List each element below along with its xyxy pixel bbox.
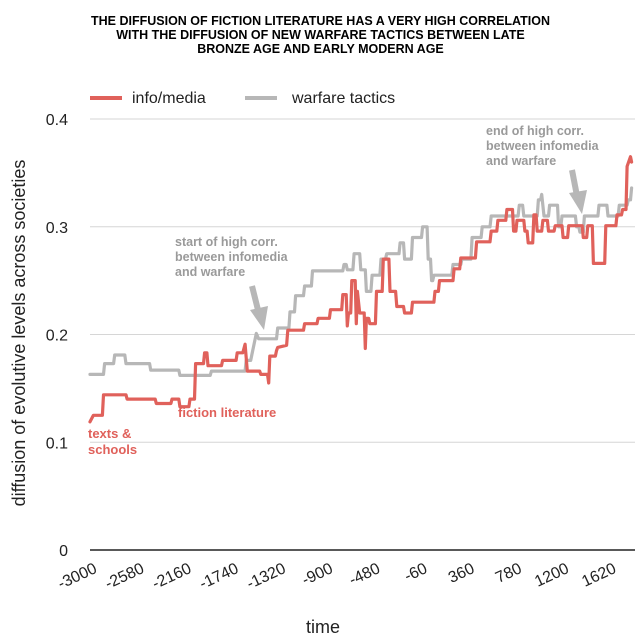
annotation-fiction-literature: fiction literature [178,405,276,420]
x-tick-label: 360 [446,560,477,587]
series-line-warfare-tactics [88,186,634,377]
chart-title-line-1: THE DIFFUSION OF FICTION LITERATURE HAS … [90,14,551,28]
x-tick-label: -1320 [244,560,288,593]
annotation-end-line-1: end of high corr. [486,124,584,138]
y-tick-labels: 0 0.1 0.2 0.3 0.4 [46,112,68,560]
y-tick-label: 0.2 [46,328,68,345]
y-tick-label: 0 [59,543,68,560]
x-tick-label: -3000 [55,560,99,593]
annotation-texts-line-2: schools [88,442,137,457]
legend-label-info-media: info/media [132,90,206,107]
y-tick-label: 0.1 [46,435,68,452]
annotation-start-line-1: start of high corr. [175,235,278,249]
x-tick-label: 1620 [579,560,619,590]
x-tick-label: 1200 [532,560,572,590]
x-tick-label: -2160 [150,560,194,593]
grid-lines [90,118,635,551]
x-tick-label: -2580 [103,560,147,593]
annotation-end-high-corr: end of high corr. between infomedia and … [486,124,600,214]
x-tick-labels: -3000 -2580 -2160 -1740 -1320 -900 -480 -60 360 7… [55,560,619,593]
annotation-end-arrow-shaft [569,169,580,197]
series-line-info-media [88,155,634,424]
annotation-start-arrow-head [250,306,268,330]
x-tick-label: -60 [402,560,430,585]
x-tick-label: -900 [299,560,335,589]
x-tick-label: -480 [347,560,383,589]
y-axis-label: diffusion of evolutive levels across soc… [9,160,29,507]
chart-title-line-2: WITH THE DIFFUSION OF NEW WARFARE TACTIC… [116,28,525,42]
legend-label-warfare-tactics: warfare tactics [291,90,395,107]
x-tick-label: -1740 [197,560,241,593]
x-tick-label: 780 [493,560,524,587]
annotation-end-line-3: and warfare [486,154,556,168]
chart-title: THE DIFFUSION OF FICTION LITERATURE HAS … [0,14,641,56]
annotation-texts-line-1: texts & [88,426,131,441]
annotation-start-line-2: between infomedia [175,250,289,264]
y-tick-label: 0.3 [46,220,68,237]
x-axis-label: time [306,617,340,637]
annotation-end-arrow-head [569,190,587,214]
y-tick-label: 0.4 [46,112,68,129]
annotation-end-line-2: between infomedia [486,139,600,153]
series-lines [88,155,634,424]
legend: info/media warfare tactics [90,90,395,107]
annotation-start-high-corr: start of high corr. between infomedia an… [175,235,289,330]
chart-title-line-3: BRONZE AGE AND EARLY MODERN AGE [197,42,444,56]
annotation-start-line-3: and warfare [175,265,245,279]
